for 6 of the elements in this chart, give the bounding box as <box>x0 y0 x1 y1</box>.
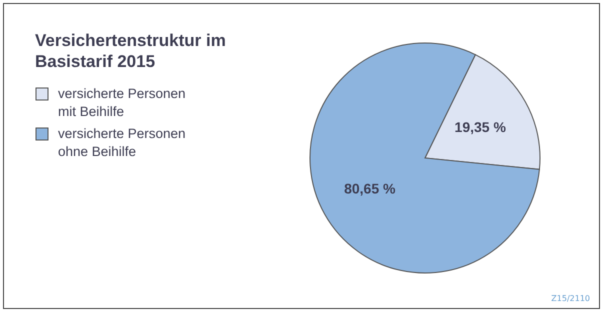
chart-title: Versichertenstruktur im Basistarif 2015 <box>35 31 226 71</box>
text: Z15/2110 <box>551 294 590 303</box>
data-label: 80,65 % <box>344 180 396 197</box>
pie-slice <box>310 42 540 274</box>
legend-label: versicherte Personen ohne Beihilfe <box>58 126 186 159</box>
data-label: 19,35 % <box>454 119 506 136</box>
